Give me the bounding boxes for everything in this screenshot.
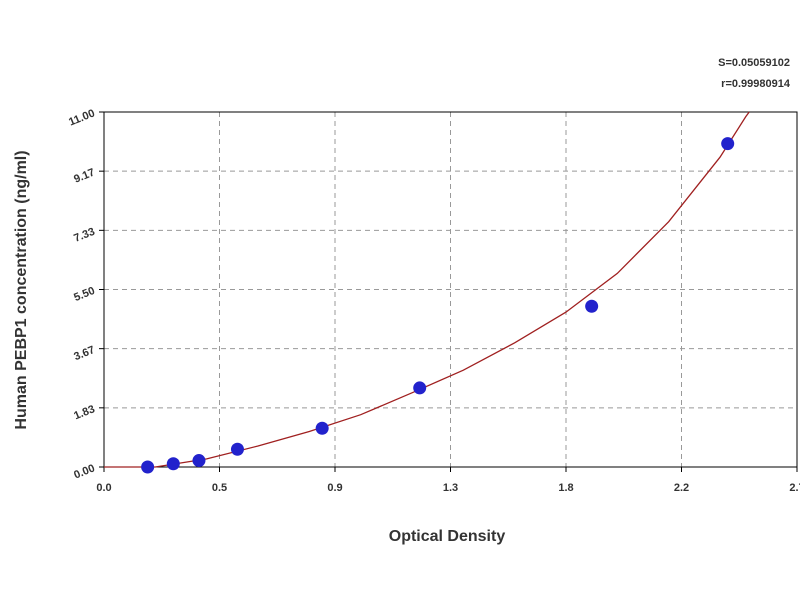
data-point bbox=[315, 421, 329, 435]
stat-s: S=0.05059102 bbox=[718, 57, 790, 69]
plot-frame bbox=[103, 111, 798, 468]
x-tick-label: 2.2 bbox=[674, 482, 689, 494]
grid-layer bbox=[104, 112, 797, 467]
data-point bbox=[192, 454, 206, 468]
y-axis-title: Human PEBP1 concentration (ng/ml) bbox=[13, 150, 30, 429]
axis-layer bbox=[99, 111, 798, 472]
data-point bbox=[413, 381, 427, 395]
data-point bbox=[585, 299, 599, 313]
data-point bbox=[141, 460, 155, 474]
x-tick-label: 2.7 bbox=[789, 482, 800, 494]
x-axis-title: Optical Density bbox=[389, 528, 506, 545]
data-point bbox=[230, 442, 244, 456]
data-point bbox=[166, 457, 180, 471]
stat-r: r=0.99980914 bbox=[721, 78, 791, 90]
x-tick-label: 0.9 bbox=[327, 482, 342, 494]
curve-layer bbox=[104, 111, 750, 468]
x-tick-label: 1.3 bbox=[443, 482, 458, 494]
x-tick-label: 1.8 bbox=[558, 482, 573, 494]
x-tick-label: 0.0 bbox=[96, 482, 111, 494]
x-tick-label: 0.5 bbox=[212, 482, 227, 494]
data-point bbox=[721, 137, 735, 151]
point-layer bbox=[141, 137, 735, 474]
fit-curve bbox=[104, 111, 750, 468]
